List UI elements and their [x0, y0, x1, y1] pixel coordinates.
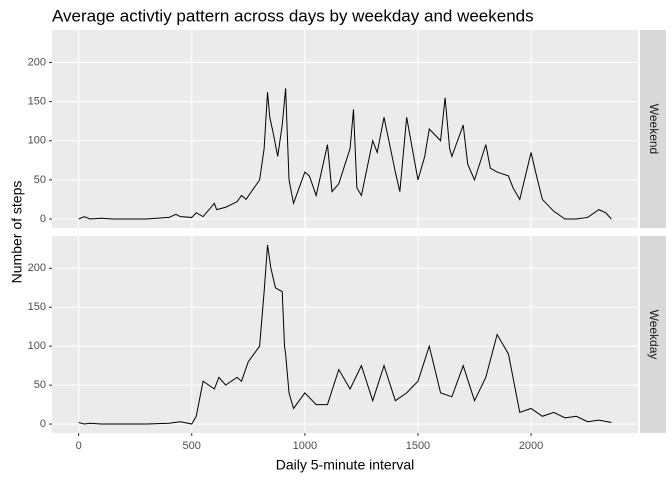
- chart-title: Average activtiy pattern across days by …: [52, 6, 534, 25]
- y-axis-label: Number of steps: [9, 181, 25, 284]
- data-line: [78, 244, 612, 425]
- facet-label: Weekend: [647, 104, 661, 154]
- y-tick-label: 150: [28, 301, 46, 313]
- y-tick-label: 0: [40, 213, 46, 225]
- y-tick-label: 200: [28, 262, 46, 274]
- y-tick-label: 100: [28, 340, 46, 352]
- y-tick-label: 150: [28, 96, 46, 108]
- panel-background: [52, 30, 638, 228]
- y-tick-label: 0: [40, 418, 46, 430]
- x-tick-label: 2000: [519, 440, 543, 452]
- data-line: [78, 88, 612, 220]
- x-tick-label: 500: [183, 440, 201, 452]
- x-tick-label: 1500: [406, 440, 430, 452]
- y-tick-label: 200: [28, 56, 46, 68]
- x-tick-label: 1000: [293, 440, 317, 452]
- y-tick-label: 100: [28, 135, 46, 147]
- y-tick-label: 50: [34, 174, 46, 186]
- x-axis-label: Daily 5-minute interval: [276, 457, 415, 473]
- facet-strip: [640, 236, 666, 433]
- y-tick-label: 50: [34, 379, 46, 391]
- facet-label: Weekday: [647, 310, 661, 360]
- x-tick-label: 0: [76, 440, 82, 452]
- panel-background: [52, 236, 638, 433]
- facet-strip: [640, 30, 666, 228]
